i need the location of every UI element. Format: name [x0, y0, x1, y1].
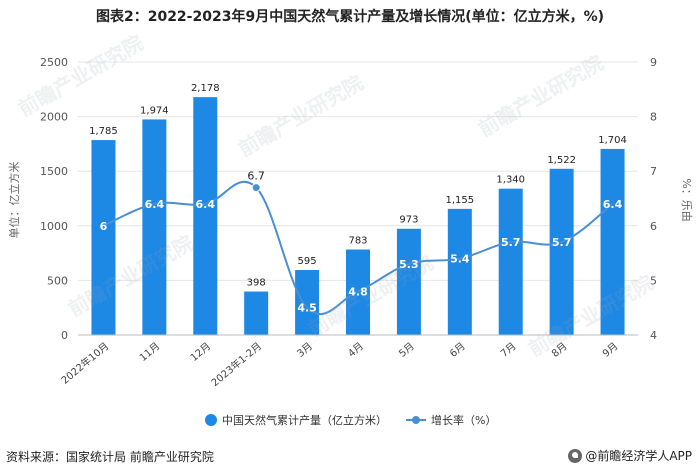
x-tick-label: 5月 — [397, 340, 417, 360]
source-note: 资料来源：国家统计局 前瞻产业研究院 — [6, 450, 214, 464]
bar-value-label: 1,704 — [598, 135, 627, 146]
y-axis-right-label: %：乐由 — [680, 178, 694, 221]
x-tick-label: 2023年1-2月 — [208, 339, 264, 389]
x-tick-label: 7月 — [498, 340, 518, 360]
bar — [193, 97, 218, 335]
y-left-tick-label: 1000 — [40, 220, 68, 233]
bar-value-label: 1,785 — [89, 126, 118, 137]
line-value-label: 5.7 — [552, 236, 572, 249]
legend: 中国天然气累计产量（亿立方米） 增长率（%） — [205, 413, 496, 427]
y-left-tick-label: 2500 — [40, 56, 68, 69]
line-value-label: 5.7 — [501, 236, 521, 249]
line-value-label: 6.4 — [603, 198, 623, 211]
growth-line — [103, 180, 614, 316]
bar-value-label: 595 — [298, 256, 317, 267]
line-markers — [251, 183, 261, 193]
bar — [600, 148, 625, 335]
y-left-tick-label: 1500 — [40, 165, 68, 178]
line-value-label: 4.8 — [348, 285, 368, 298]
chart-title: 图表2：2022-2023年9月中国天然气累计产量及增长情况(单位：亿立方米，%… — [95, 9, 605, 25]
line-value-label: 4.5 — [297, 302, 317, 315]
bar-value-label: 1,522 — [547, 155, 576, 166]
legend-line-dot — [412, 416, 420, 424]
line-value-label: 5.4 — [450, 253, 470, 266]
bar-value-label: 783 — [348, 235, 367, 246]
bar-labels: 1,785 1,974 2,178 398 595 783 973 1,155 1,340 1,5… — [89, 83, 627, 288]
bar — [142, 119, 167, 335]
line-point — [251, 183, 261, 193]
x-tick-label: 12月 — [188, 340, 213, 364]
bar — [498, 188, 523, 335]
legend-bar-swatch — [205, 414, 217, 426]
x-tick-label: 4月 — [346, 340, 366, 360]
brand: @前瞻经济学人APP — [568, 447, 692, 464]
line-value-label: 6 — [100, 220, 108, 233]
y-right-tick-label: 5 — [650, 274, 657, 287]
legend-line-label: 增长率（%） — [431, 413, 496, 427]
y-right-tick-label: 9 — [650, 56, 657, 69]
line-value-label: 6.4 — [196, 198, 216, 211]
y-axis-left-label: 单位：亿立方米 — [7, 162, 21, 239]
bar-value-label: 973 — [399, 215, 418, 226]
y-axis-left: 0 500 1000 1500 2000 2500 — [40, 56, 68, 342]
line-value-label: 6.4 — [145, 198, 165, 211]
brand-logo-icon — [568, 448, 583, 463]
y-right-tick-label: 7 — [650, 165, 657, 178]
line-value-label: 6.7 — [247, 170, 265, 183]
bar-value-label: 398 — [247, 278, 266, 289]
bar-value-label: 1,974 — [140, 105, 169, 116]
bar — [549, 168, 574, 335]
brand-text: @前瞻经济学人APP — [585, 449, 692, 463]
x-tick-label: 8月 — [549, 340, 569, 360]
y-left-tick-label: 2000 — [40, 111, 68, 124]
line-labels: 6 6.4 6.4 6.7 4.5 4.8 5.3 5.4 5.7 5.7 6.4 — [100, 170, 623, 315]
line-value-label: 5.3 — [399, 258, 419, 271]
bar — [447, 208, 472, 335]
bar-value-label: 1,340 — [496, 175, 525, 186]
y-right-tick-label: 6 — [650, 220, 657, 233]
y-left-tick-label: 500 — [47, 274, 68, 287]
bar-value-label: 2,178 — [191, 83, 220, 94]
y-left-tick-label: 0 — [61, 329, 68, 342]
y-axis-right: 4 5 6 7 8 9 — [650, 56, 657, 342]
x-tick-label: 2022年10月 — [58, 339, 111, 386]
bar-value-label: 1,155 — [445, 195, 474, 206]
bar — [244, 291, 269, 335]
y-right-tick-label: 4 — [650, 329, 657, 342]
legend-bar-label: 中国天然气累计产量（亿立方米） — [222, 413, 387, 427]
x-tick-label: 6月 — [447, 340, 467, 360]
bar — [295, 270, 320, 335]
bar — [396, 228, 421, 335]
bar-series — [91, 97, 625, 335]
x-tick-label: 11月 — [137, 340, 162, 364]
x-tick-label: 3月 — [295, 340, 315, 360]
x-tick-label: 9月 — [600, 340, 620, 360]
y-right-tick-label: 8 — [650, 111, 657, 124]
bar — [91, 140, 116, 335]
